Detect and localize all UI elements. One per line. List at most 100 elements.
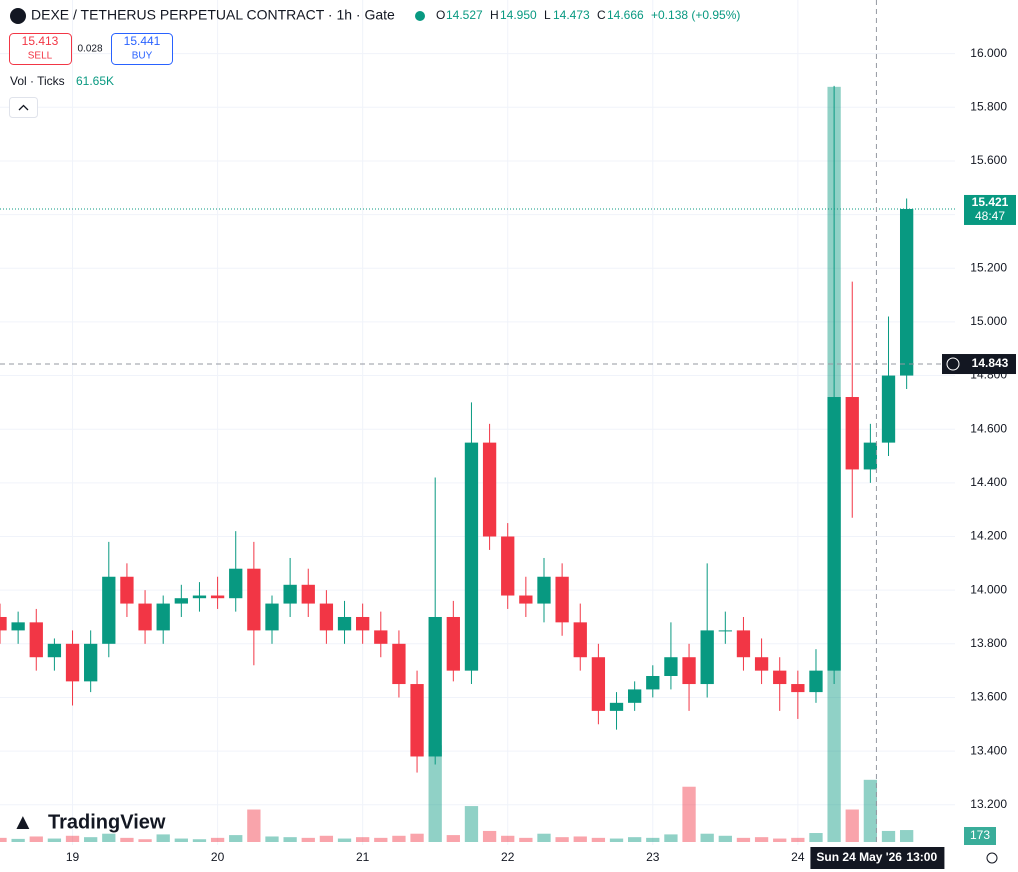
volume-legend-label: Vol · Ticks (10, 74, 65, 88)
candle-body (754, 657, 769, 671)
grid (0, 0, 955, 845)
c-value: 14.666 (607, 8, 644, 22)
volume-bar (773, 838, 787, 842)
volume-bar (591, 837, 606, 842)
brand: TradingView (48, 811, 166, 833)
candle-body (646, 676, 660, 690)
volume-bar (555, 837, 569, 842)
c-label: C (597, 8, 606, 22)
volume-bar (519, 837, 533, 842)
candle-body (192, 595, 207, 599)
candle-body (555, 576, 569, 623)
candle-body (392, 643, 406, 685)
axes: 13.200 13.400 13.600 13.800 14.000 14.200 14.4… (66, 46, 1016, 869)
candle-body (428, 616, 442, 757)
volume-bar (174, 838, 188, 842)
volume-bar (0, 837, 7, 842)
candle-body (591, 657, 606, 711)
volume-bar (464, 806, 479, 842)
candle-body (446, 616, 460, 671)
candle-body (537, 576, 551, 604)
crosshair-price-label: 14.843 (972, 356, 1009, 370)
settings-icon[interactable] (986, 852, 998, 864)
candle-body (700, 630, 714, 685)
candle-body (0, 616, 7, 631)
volume-bar (573, 836, 587, 842)
status-dot (415, 11, 425, 21)
volume-bar (537, 833, 551, 842)
candle-body (791, 684, 805, 693)
volume-bar (374, 837, 388, 842)
last-price-label: 15.421 (972, 195, 1009, 209)
volume-bar (682, 786, 696, 842)
y-tick-label: 14.600 (970, 421, 1007, 435)
volume-bar (29, 836, 43, 842)
candle-body (47, 643, 62, 658)
candle-body (682, 657, 696, 685)
candle-body (138, 603, 152, 631)
volume-bar (120, 837, 134, 842)
buy-price: 15.441 (124, 34, 161, 48)
volume-bar (247, 809, 261, 842)
candle-body (283, 584, 297, 604)
volume-bar (65, 835, 80, 842)
x-tick-label: 19 (66, 850, 80, 864)
o-label: O (436, 8, 445, 22)
volume-bar (11, 838, 25, 842)
candle-body (174, 598, 188, 604)
y-tick-label: 15.600 (970, 153, 1007, 167)
y-tick-label: 15.200 (970, 260, 1007, 274)
volume-bar (265, 836, 279, 842)
volume-bar (501, 835, 515, 842)
price-axis-bg (956, 0, 1018, 872)
sell-price: 15.413 (22, 34, 59, 48)
spread: 0.028 (77, 44, 102, 55)
volume-bar (229, 835, 243, 842)
volume-bar (881, 830, 896, 842)
y-tick-label: 14.400 (970, 475, 1007, 489)
candle-body (29, 622, 43, 658)
countdown: 48:47 (975, 209, 1005, 223)
volume-bar (482, 830, 497, 842)
o-value: 14.527 (446, 8, 483, 22)
candle-body (356, 616, 370, 631)
candle-body (229, 568, 243, 599)
candle-body (84, 643, 98, 682)
volume-bar (392, 835, 406, 842)
volume-pane (0, 86, 914, 842)
crosshair-price-box (964, 354, 1016, 375)
buy-button[interactable] (111, 33, 173, 65)
candle-body (881, 375, 896, 443)
candle-body (736, 630, 751, 658)
candle-body (156, 603, 170, 631)
candle-body (374, 630, 388, 644)
candle-body (120, 576, 134, 604)
y-tick-label: 15.000 (970, 314, 1007, 328)
y-tick-label: 14.000 (970, 582, 1007, 596)
collapse-icon (18, 104, 29, 111)
y-tick-label: 13.400 (970, 743, 1007, 757)
candle-body (609, 702, 624, 711)
volume-bar (138, 839, 152, 842)
sell-button[interactable] (9, 33, 72, 65)
change: +0.138 (+0.95%) (651, 8, 740, 22)
symbol-icon (10, 8, 26, 24)
volume-bar (192, 839, 207, 842)
volume-bar (736, 837, 751, 842)
symbol-title[interactable]: DEXE / TETHERUS PERPETUAL CONTRACT · 1h … (31, 7, 395, 23)
x-tick-label: 22 (501, 850, 515, 864)
l-value: 14.473 (553, 8, 590, 22)
crosshair-time: 13:00 (906, 850, 937, 864)
candle-body (899, 208, 914, 376)
sell-label: SELL (28, 51, 53, 62)
y-tick-label: 14.200 (970, 529, 1007, 543)
candle-body (718, 630, 732, 632)
collapse-button[interactable] (9, 97, 38, 118)
candle-body (319, 603, 334, 631)
candle-body (102, 576, 116, 644)
volume-bar (84, 837, 98, 842)
y-tick-label: 16.000 (970, 46, 1007, 60)
overlay (0, 0, 955, 845)
candle-body (210, 595, 225, 599)
candle-body (863, 442, 878, 470)
